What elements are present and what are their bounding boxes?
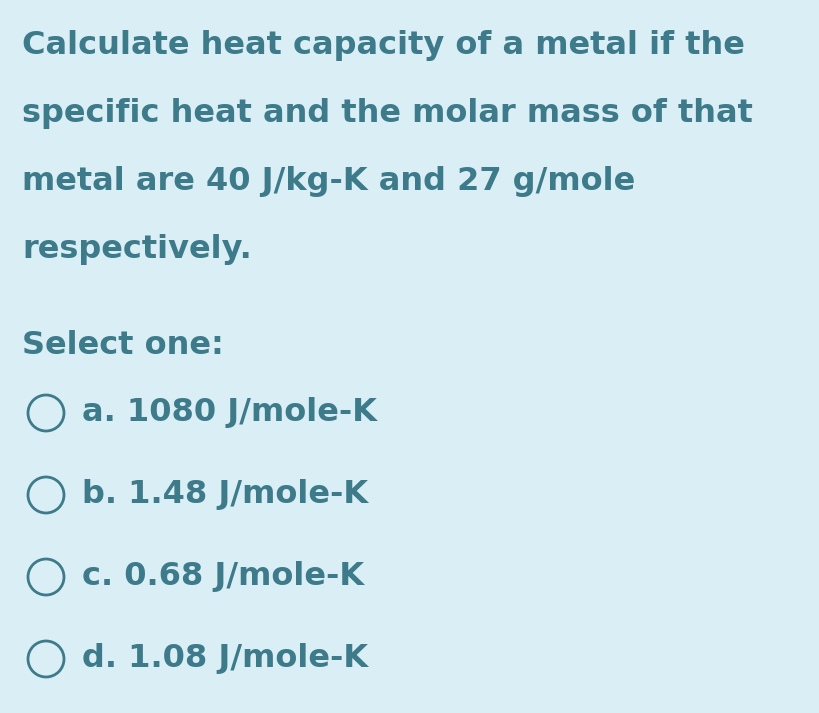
Text: c. 0.68 J/mole-K: c. 0.68 J/mole-K [82, 562, 364, 593]
Text: specific heat and the molar mass of that: specific heat and the molar mass of that [22, 98, 752, 129]
Text: d. 1.08 J/mole-K: d. 1.08 J/mole-K [82, 644, 368, 674]
Text: metal are 40 J/kg-K and 27 g/mole: metal are 40 J/kg-K and 27 g/mole [22, 166, 635, 197]
Text: Calculate heat capacity of a metal if the: Calculate heat capacity of a metal if th… [22, 30, 744, 61]
Text: b. 1.48 J/mole-K: b. 1.48 J/mole-K [82, 480, 368, 511]
Text: respectively.: respectively. [22, 234, 251, 265]
Text: a. 1080 J/mole-K: a. 1080 J/mole-K [82, 398, 377, 429]
Text: Select one:: Select one: [22, 330, 224, 361]
